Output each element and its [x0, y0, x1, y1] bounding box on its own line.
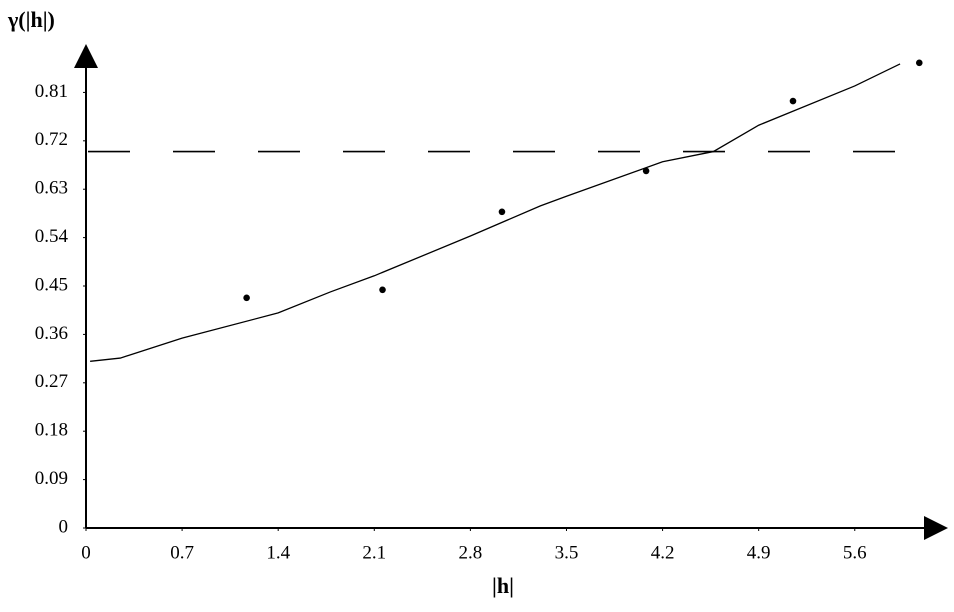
x-tick-label: 1.4	[266, 542, 290, 563]
y-tick-label: 0.18	[35, 420, 68, 441]
point	[243, 294, 250, 302]
y-tick-label: 0	[59, 516, 69, 537]
x-tick-label: 4.2	[651, 542, 675, 563]
y-tick-label: 0.63	[35, 178, 68, 199]
model-curve	[90, 63, 901, 362]
point	[642, 167, 650, 175]
x-tick-label: 2.1	[362, 542, 386, 563]
x-arrow	[924, 516, 948, 540]
y-tick-label: 0.81	[35, 81, 68, 102]
y-tick-label: 0.45	[35, 274, 68, 295]
y-tick-label: 0.27	[35, 371, 68, 392]
point	[789, 97, 797, 105]
x-axis-label: |h|	[492, 573, 514, 598]
y-tick-label: 0.09	[35, 468, 68, 489]
point	[915, 59, 923, 67]
point	[379, 286, 386, 294]
y-axis-label: γ(|h|)	[7, 7, 55, 32]
x-tick-label: 0.7	[170, 542, 194, 563]
x-tick-label: 4.9	[747, 542, 771, 563]
point	[498, 208, 506, 216]
x-tick-label: 3.5	[555, 542, 579, 563]
y-tick-label: 0.54	[35, 226, 69, 247]
y-tick-label: 0.72	[35, 129, 68, 150]
x-tick-label: 0	[81, 542, 91, 563]
y-arrow	[74, 44, 98, 68]
x-tick-label: 2.8	[459, 542, 483, 563]
y-tick-label: 0.36	[35, 323, 68, 344]
x-tick-label: 5.6	[843, 542, 867, 563]
